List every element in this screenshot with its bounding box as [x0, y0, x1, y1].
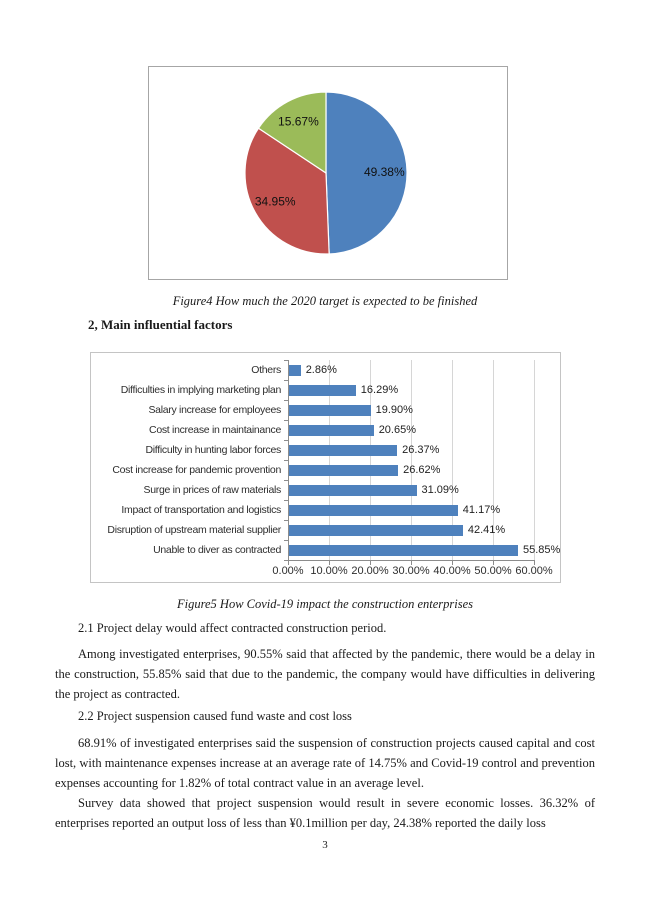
gridline — [329, 360, 330, 560]
category-axis-tick — [284, 520, 288, 521]
bar-row: 55.85% — [289, 540, 560, 560]
bar-row: 41.17% — [289, 500, 535, 520]
gridline — [534, 360, 535, 560]
value-axis-tick — [534, 561, 535, 565]
paragraph-2-2: 2.2 Project suspension caused fund waste… — [78, 709, 352, 723]
bar — [289, 524, 463, 536]
bar-value-label: 41.17% — [462, 504, 501, 516]
bar-row: 42.41% — [289, 520, 535, 540]
value-axis-line — [288, 560, 535, 561]
category-axis-tick — [284, 540, 288, 541]
bar — [289, 464, 399, 476]
pie-slice — [257, 91, 327, 175]
gridline — [493, 360, 494, 560]
value-axis-label: 50.00% — [474, 565, 512, 577]
value-axis-tick — [493, 561, 494, 565]
value-axis-tick — [370, 561, 371, 565]
value-axis-label: 30.00% — [392, 565, 430, 577]
bar-category-label: Cost increase for pandemic provention — [112, 464, 281, 476]
bar — [289, 364, 301, 376]
paragraph-survey: Survey data showed that project suspensi… — [55, 796, 595, 830]
bar-row: 2.86% — [289, 360, 535, 380]
bar — [289, 404, 371, 416]
section-heading: 2, Main influential factors — [88, 317, 233, 332]
paragraph-delay: Among investigated enterprises, 90.55% s… — [55, 647, 595, 701]
bar-row: 31.09% — [289, 480, 535, 500]
bar-value-label: 16.29% — [360, 384, 399, 396]
bar-category-label: Surge in prices of raw materials — [143, 484, 282, 496]
bar-plot-area: 2.86% 16.29% 19.90% 20.65% 26.37% 26.62% 31.09… — [289, 360, 560, 560]
value-axis-tick — [452, 561, 453, 565]
bar-value-label: 2.86% — [305, 364, 337, 376]
bar-row: 26.62% — [289, 460, 535, 480]
figure4-pie-chart: 49.38% 34.95% 15.67% — [148, 66, 508, 280]
category-axis-tick — [284, 380, 288, 381]
value-axis-label: 60.00% — [515, 565, 553, 577]
bar-category-axis: Others Difficulties in implying marketing… — [91, 360, 281, 560]
bar-row: 16.29% — [289, 380, 535, 400]
value-axis-tick — [411, 561, 412, 565]
bar-category-label: Disruption of upstream material supplier — [107, 524, 281, 536]
bar — [289, 444, 398, 456]
figure4-caption: Figure4 How much the 2020 target is expe… — [172, 294, 478, 308]
category-axis-tick — [284, 360, 288, 361]
category-axis-tick — [284, 400, 288, 401]
value-axis-label: 20.00% — [351, 565, 389, 577]
bar-value-label: 55.85% — [523, 544, 561, 556]
bar-category-label: Impact of transportation and logistics — [121, 504, 281, 516]
bar-row: 20.65% — [289, 420, 535, 440]
bar-value-label: 26.37% — [402, 444, 440, 456]
bar-row: 19.90% — [289, 400, 535, 420]
category-axis-tick — [284, 460, 288, 461]
category-axis-tick — [284, 440, 288, 441]
bar — [289, 504, 458, 516]
value-axis-label: 0.00% — [272, 565, 304, 577]
bar-value-label: 20.65% — [378, 424, 416, 436]
bar-category-label: Unable to diver as contracted — [153, 544, 281, 556]
bar-category-label: Others — [251, 364, 281, 376]
category-axis-tick — [284, 560, 288, 561]
paragraph-2-1: 2.1 Project delay would affect contracte… — [78, 621, 387, 635]
category-axis-tick — [284, 480, 288, 481]
bar-category-label: Difficulty in hunting labor forces — [145, 444, 281, 456]
gridline — [411, 360, 412, 560]
bar-row: 26.37% — [289, 440, 535, 460]
figure5-caption: Figure5 How Covid-19 impact the construc… — [176, 597, 474, 611]
bar — [289, 544, 518, 556]
category-axis-line — [288, 360, 289, 561]
pie-data-label: 34.95% — [255, 195, 296, 209]
page-number: 3 — [322, 839, 328, 851]
bar — [289, 424, 374, 436]
bar — [289, 484, 417, 496]
bar-value-label: 42.41% — [467, 524, 506, 536]
value-axis-label: 40.00% — [433, 565, 471, 577]
category-axis-tick — [284, 420, 288, 421]
figure5-bar-chart: Others Difficulties in implying marketing… — [90, 352, 561, 583]
pie-chart-canvas: 49.38% 34.95% 15.67% — [244, 91, 408, 255]
value-axis-tick — [288, 561, 289, 565]
bar — [289, 384, 356, 396]
paragraph-suspension: 68.91% of investigated enterprises said … — [55, 736, 595, 790]
gridline — [452, 360, 453, 560]
bar-value-label: 19.90% — [375, 404, 413, 416]
bar-category-label: Difficulties in implying marketing plan — [120, 384, 282, 396]
category-axis-tick — [284, 500, 288, 501]
bar-value-label: 31.09% — [421, 484, 459, 496]
bar-category-label: Salary increase for employees — [148, 404, 281, 416]
gridline — [370, 360, 371, 560]
pie-data-label: 15.67% — [278, 115, 319, 129]
bar-value-label: 26.62% — [403, 464, 441, 476]
value-axis-tick — [329, 561, 330, 565]
pie-slice — [325, 91, 408, 255]
pie-slice — [244, 127, 330, 255]
pie-data-label: 49.38% — [364, 165, 405, 179]
bar-category-label: Cost increase in maintainance — [149, 424, 281, 436]
value-axis-label: 10.00% — [310, 565, 348, 577]
